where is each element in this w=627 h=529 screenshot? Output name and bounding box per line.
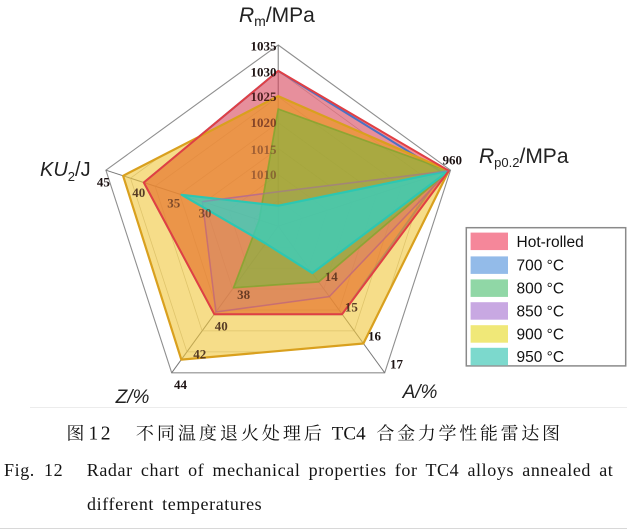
svg-text:14: 14 xyxy=(325,269,339,284)
svg-text:A/%: A/% xyxy=(402,382,438,403)
svg-text:900 °C: 900 °C xyxy=(517,327,565,344)
svg-text:950 °C: 950 °C xyxy=(517,349,565,366)
svg-text:KU2/J: KU2/J xyxy=(40,159,91,184)
svg-text:TC4: TC4 xyxy=(332,423,366,444)
svg-text:1030: 1030 xyxy=(251,64,277,79)
svg-text:Rm/MPa: Rm/MPa xyxy=(239,4,315,29)
svg-text:1010: 1010 xyxy=(251,167,277,182)
svg-text:44: 44 xyxy=(174,377,188,392)
svg-text:1015: 1015 xyxy=(251,142,278,157)
svg-text:Hot-rolled: Hot-rolled xyxy=(517,234,584,251)
svg-text:16: 16 xyxy=(368,329,382,344)
svg-text:17: 17 xyxy=(390,357,404,372)
svg-text:700 °C: 700 °C xyxy=(517,258,565,275)
svg-text:850 °C: 850 °C xyxy=(517,304,565,321)
svg-text:800 °C: 800 °C xyxy=(517,281,565,298)
svg-text:Z/%: Z/% xyxy=(115,387,150,408)
svg-text:Rp0.2/MPa: Rp0.2/MPa xyxy=(479,145,569,170)
svg-text:1025: 1025 xyxy=(251,89,278,104)
svg-text:1020: 1020 xyxy=(251,115,277,130)
svg-text:45: 45 xyxy=(97,174,111,189)
svg-text:960: 960 xyxy=(443,152,463,167)
svg-text:38: 38 xyxy=(237,287,251,302)
svg-text:15: 15 xyxy=(345,299,359,314)
svg-text:42: 42 xyxy=(193,347,206,362)
svg-text:35: 35 xyxy=(167,196,181,211)
svg-text:40: 40 xyxy=(132,185,145,200)
svg-text:30: 30 xyxy=(199,206,212,221)
svg-text:12: 12 xyxy=(89,423,114,444)
svg-text:40: 40 xyxy=(215,318,228,333)
svg-text:1035: 1035 xyxy=(251,38,278,53)
